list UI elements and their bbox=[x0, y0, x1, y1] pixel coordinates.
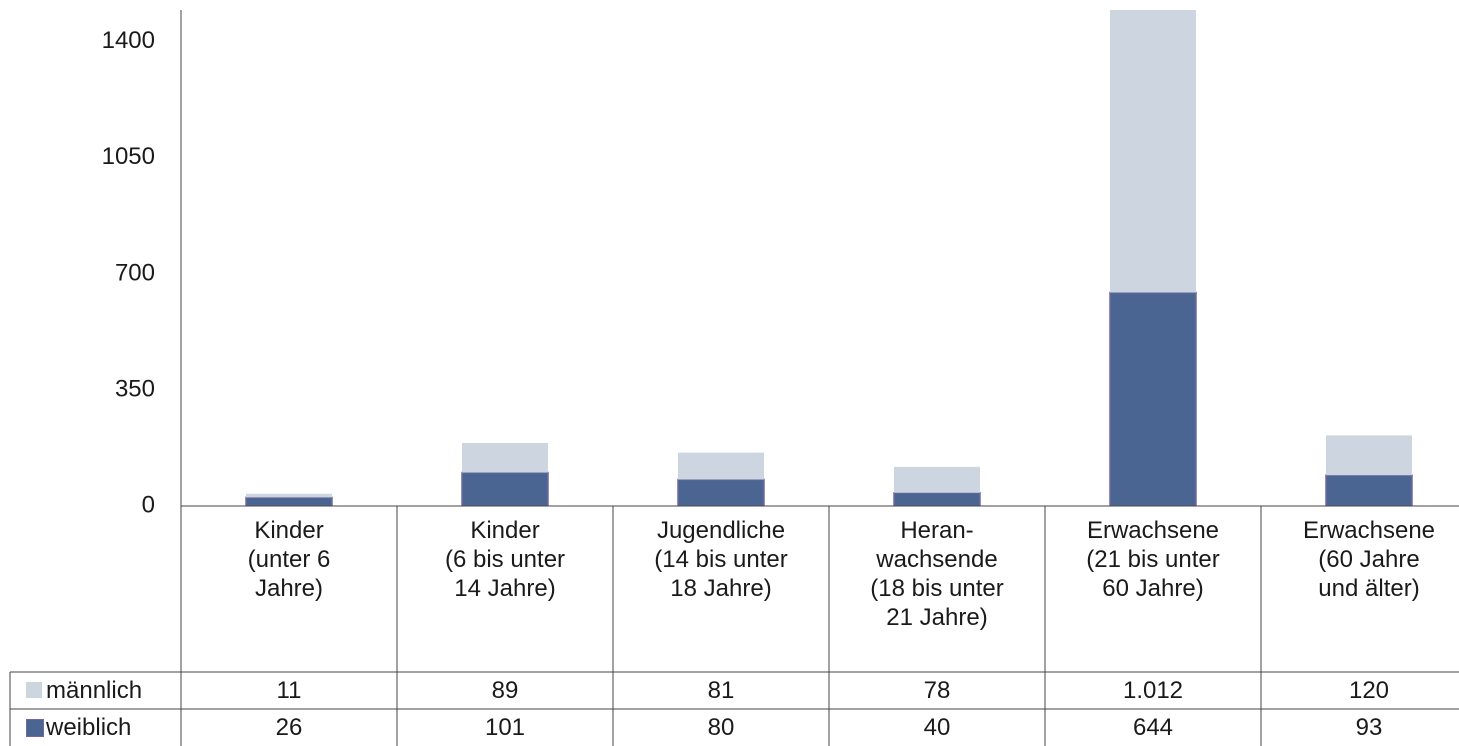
bar-segment bbox=[1110, 10, 1196, 293]
bar-segment bbox=[1325, 474, 1413, 506]
table-value: 101 bbox=[484, 714, 526, 741]
table-value: 1.012 bbox=[1122, 677, 1184, 704]
x-tick-label: Kinder (6 bis unter 14 Jahre) bbox=[444, 517, 566, 602]
legend-label: männlich bbox=[46, 677, 143, 704]
y-tick-label: 1050 bbox=[102, 143, 155, 170]
table-value: 93 bbox=[1355, 714, 1383, 741]
bar-segment bbox=[1109, 291, 1197, 506]
x-tick-label: Erwachsene (60 Jahre und älter) bbox=[1302, 517, 1436, 602]
bar-segment bbox=[246, 493, 332, 498]
table-value: 26 bbox=[275, 714, 303, 741]
x-tick-label: Heran- wachsende (18 bis unter 21 Jahre) bbox=[870, 517, 1004, 631]
y-tick-label: 0 bbox=[142, 491, 155, 518]
x-tick-label: Jugendliche (14 bis unter 18 Jahre) bbox=[654, 517, 788, 602]
bar-segment bbox=[461, 471, 549, 506]
bar-segment bbox=[462, 443, 548, 473]
bar-segment bbox=[678, 452, 764, 480]
legend-swatch bbox=[26, 682, 42, 698]
y-tick-label: 1400 bbox=[102, 27, 155, 54]
y-tick-label: 700 bbox=[115, 259, 155, 286]
bar-segment bbox=[1326, 435, 1412, 476]
bar-segment bbox=[893, 491, 981, 506]
table-value: 80 bbox=[707, 714, 735, 741]
x-tick-label: Erwachsene (21 bis unter 60 Jahre) bbox=[1086, 517, 1220, 602]
legend-label: weiblich bbox=[46, 714, 132, 741]
table-value: 11 bbox=[276, 677, 302, 704]
table-value: 644 bbox=[1132, 714, 1174, 741]
legend-swatch bbox=[26, 719, 44, 737]
table-value: 40 bbox=[923, 714, 951, 741]
y-tick-label: 350 bbox=[115, 375, 155, 402]
bar-segment bbox=[245, 496, 333, 506]
bar-segment bbox=[894, 466, 980, 493]
bars bbox=[245, 10, 1413, 506]
table-value: 89 bbox=[491, 677, 519, 704]
table-value: 120 bbox=[1348, 677, 1390, 704]
bar-segment bbox=[677, 478, 765, 506]
table-value: 78 bbox=[923, 677, 951, 704]
x-tick-label: Kinder (unter 6 Jahre) bbox=[247, 517, 331, 602]
table-value: 81 bbox=[707, 677, 735, 704]
